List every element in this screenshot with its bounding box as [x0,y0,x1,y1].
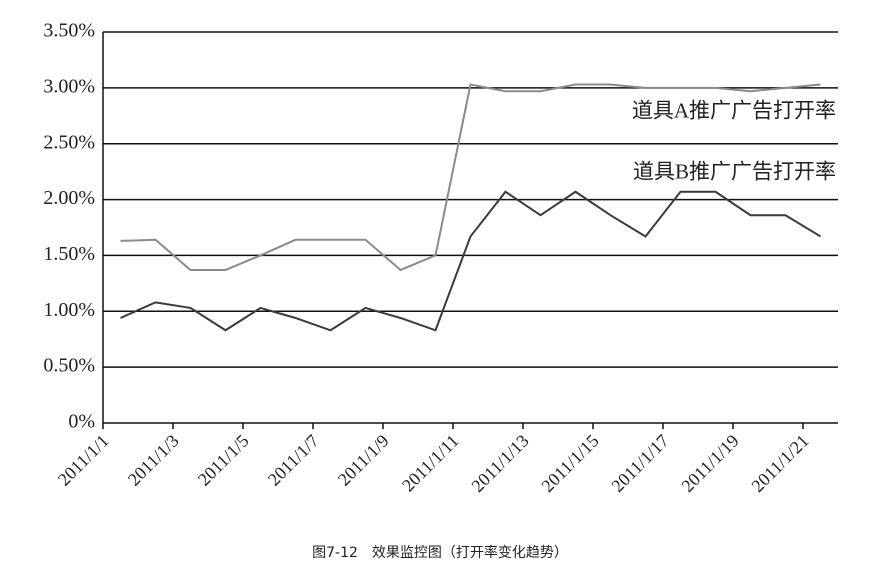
x-tick-label: 2011/1/11 [398,431,463,496]
x-tick-label: 2011/1/3 [124,431,183,490]
x-tick-label: 2011/1/19 [677,431,742,496]
x-tick-label: 2011/1/21 [747,431,812,496]
y-tick-label: 3.50% [43,20,95,42]
x-tick-label: 2011/1/5 [194,431,253,490]
caption: 图7-12 效果监控图（打开率变化趋势） [312,544,568,561]
y-tick-label: 3.00% [43,75,95,97]
series-line [120,190,822,332]
y-tick-label: 2.50% [43,131,95,153]
series-line [120,83,821,272]
y-tick-label: 2.00% [43,187,95,209]
x-tick-label: 2011/1/7 [264,431,323,490]
y-tick-label: 0.50% [43,355,95,377]
x-tick-label: 2011/1/15 [537,431,602,496]
y-tick-label: 1.50% [43,243,95,265]
y-tick-label: 1.00% [43,299,95,321]
x-tick-label: 2011/1/17 [607,431,672,496]
series-label: 道具A推广广告打开率 [632,98,836,122]
x-tick-label: 2011/1/9 [334,431,393,490]
x-tick-label: 2011/1/13 [467,431,532,496]
x-tick-label: 2011/1/1 [54,431,113,490]
series-label: 道具B推广广告打开率 [633,160,836,184]
y-tick-label: 0% [68,411,95,433]
